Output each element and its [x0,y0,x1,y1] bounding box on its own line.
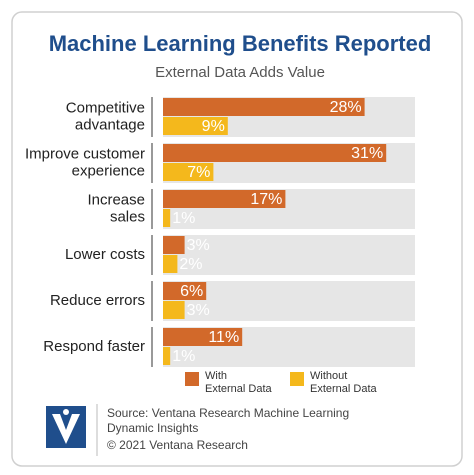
category-label: Improve customer experience [25,145,145,179]
category-label: Reduce errors [50,292,145,309]
bar [163,301,185,319]
legend-label: With External Data [205,370,273,395]
legend-swatch [290,372,304,386]
bar [163,255,178,273]
category-label: Competitive advantage [66,99,145,133]
chart-title: Machine Learning Benefits Reported [49,31,432,56]
footer-source: Source: Ventana Research Machine Learnin… [107,406,349,435]
bar [163,347,171,365]
logo-mark [52,414,80,444]
value-label: 17% [250,191,282,208]
bar [163,163,214,181]
value-label: 3% [187,302,210,319]
legend-swatch [185,372,199,386]
value-label: 1% [172,210,195,227]
value-label: 31% [351,145,383,162]
bar [163,282,207,300]
bar [163,117,228,135]
value-label: 2% [179,256,202,273]
value-label: 3% [187,237,210,254]
category-label: Lower costs [65,246,145,263]
bar [163,98,365,116]
chart-subtitle: External Data Adds Value [155,64,325,81]
bar [163,236,185,254]
value-label: 9% [202,118,225,135]
category-label: Respond faster [43,338,145,355]
value-label: 28% [330,99,362,116]
value-label: 1% [172,348,195,365]
value-label: 6% [180,283,203,300]
legend-label: Without External Data [310,370,378,395]
bar [163,328,243,346]
footer-copyright: © 2021 Ventana Research [107,438,248,452]
value-label: 7% [187,164,210,181]
value-label: 11% [208,329,239,346]
group-background [163,235,415,275]
bar [163,209,171,227]
logo-dot [63,409,69,415]
category-label: Increase sales [87,191,145,225]
bar [163,190,286,208]
bar [163,144,387,162]
